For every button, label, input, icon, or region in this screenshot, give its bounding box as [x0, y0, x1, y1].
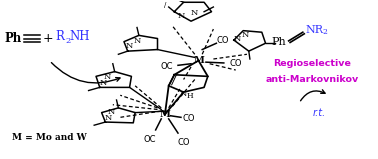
Text: N: N [104, 73, 111, 81]
Text: N: N [191, 9, 198, 17]
Text: N: N [242, 31, 249, 39]
Text: N: N [126, 42, 133, 50]
Text: CO: CO [183, 114, 195, 123]
Text: N: N [107, 108, 115, 116]
Text: 2: 2 [65, 37, 70, 45]
Text: CO: CO [229, 59, 242, 68]
Text: Ph: Ph [4, 32, 22, 45]
Text: OC: OC [144, 135, 156, 144]
Text: M: M [160, 110, 170, 119]
Text: OC: OC [161, 62, 173, 71]
Text: Ph: Ph [271, 37, 286, 47]
Text: CO: CO [217, 36, 229, 45]
Text: R: R [55, 30, 64, 43]
Text: N: N [105, 114, 112, 122]
Text: N: N [133, 37, 141, 45]
Text: NR: NR [306, 25, 324, 35]
Text: anti-Markovnikov: anti-Markovnikov [265, 75, 359, 84]
Text: N: N [177, 12, 185, 21]
Text: /: / [164, 2, 166, 8]
Text: NH: NH [69, 30, 90, 43]
FancyArrowPatch shape [301, 90, 325, 101]
Text: M: M [193, 56, 204, 65]
Text: Regioselective: Regioselective [273, 59, 351, 68]
Text: r.t.: r.t. [313, 108, 326, 118]
FancyArrowPatch shape [51, 63, 120, 83]
Text: N: N [234, 35, 241, 43]
Text: M = Mo and W: M = Mo and W [12, 133, 87, 142]
Text: 2: 2 [322, 28, 327, 36]
Text: CO: CO [177, 138, 190, 147]
Text: N: N [100, 80, 107, 87]
Text: N: N [179, 90, 186, 98]
Text: H: H [186, 92, 193, 100]
Text: +: + [42, 32, 53, 45]
